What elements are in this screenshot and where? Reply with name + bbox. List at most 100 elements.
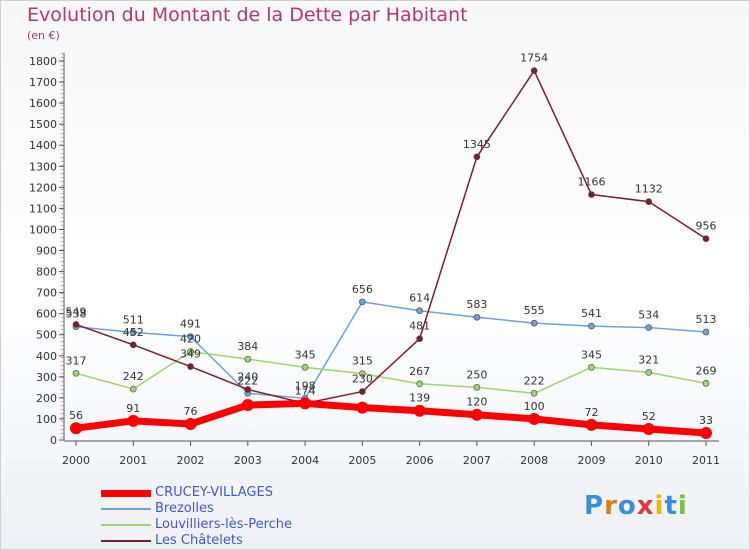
data-point bbox=[187, 348, 194, 355]
y-tick-label: 1400 bbox=[29, 139, 57, 152]
data-label: 349 bbox=[180, 348, 201, 361]
y-tick-label: 1600 bbox=[29, 97, 57, 110]
data-label: 91 bbox=[126, 402, 140, 415]
data-point bbox=[244, 386, 252, 393]
y-tick-label: 1700 bbox=[29, 76, 57, 89]
data-point bbox=[359, 370, 366, 377]
data-label: 481 bbox=[409, 320, 430, 333]
data-label: 315 bbox=[352, 355, 373, 368]
data-label: 452 bbox=[123, 326, 144, 339]
y-tick-label: 500 bbox=[36, 329, 57, 342]
data-label: 76 bbox=[184, 405, 198, 418]
data-label: 549 bbox=[66, 305, 87, 318]
data-point bbox=[585, 418, 598, 431]
data-label: 1166 bbox=[577, 175, 605, 188]
x-tick-label: 2006 bbox=[406, 454, 434, 467]
data-point bbox=[530, 319, 538, 327]
data-point bbox=[244, 355, 252, 363]
y-tick-label: 600 bbox=[36, 308, 57, 321]
data-point bbox=[645, 324, 653, 331]
data-label: 420 bbox=[180, 333, 201, 346]
data-label: 614 bbox=[409, 292, 430, 305]
data-label: 534 bbox=[638, 309, 659, 322]
data-label: 541 bbox=[581, 307, 602, 320]
data-point bbox=[70, 422, 82, 435]
data-point bbox=[530, 67, 538, 74]
data-label: 52 bbox=[642, 410, 656, 423]
legend-swatch bbox=[101, 524, 151, 526]
data-point bbox=[359, 388, 366, 395]
data-label: 656 bbox=[352, 283, 373, 296]
data-point bbox=[127, 414, 140, 427]
data-point bbox=[301, 364, 309, 371]
y-tick-label: 400 bbox=[36, 350, 57, 363]
data-point bbox=[642, 423, 655, 436]
series-lines bbox=[70, 67, 712, 440]
x-tick-label: 2007 bbox=[463, 454, 491, 467]
data-point bbox=[416, 307, 423, 315]
y-tick-label: 100 bbox=[36, 413, 57, 426]
data-point bbox=[129, 341, 137, 349]
data-point bbox=[473, 384, 481, 391]
data-labels: 56 91 76 139 120 100 72 52 33 538 511 491 222 198 656 6… bbox=[66, 52, 717, 427]
y-tick-label: 1500 bbox=[29, 118, 57, 131]
y-tick-label: 1000 bbox=[29, 223, 57, 236]
data-point bbox=[700, 427, 712, 440]
data-label: 242 bbox=[123, 370, 144, 383]
legend-label: CRUCEY-VILLAGES bbox=[155, 485, 273, 500]
data-point bbox=[473, 313, 481, 321]
legend-swatch bbox=[101, 489, 151, 497]
data-label: 230 bbox=[352, 373, 373, 386]
series-line bbox=[75, 69, 707, 405]
data-point bbox=[645, 198, 653, 205]
data-label: 1132 bbox=[635, 183, 663, 196]
legend-swatch bbox=[101, 508, 151, 510]
data-point bbox=[588, 364, 595, 371]
data-point bbox=[129, 329, 137, 336]
series-line bbox=[75, 350, 707, 395]
data-point bbox=[416, 335, 423, 343]
data-label: 555 bbox=[524, 304, 545, 317]
data-point bbox=[72, 369, 80, 377]
data-label: 267 bbox=[409, 365, 430, 378]
x-tick-label: 2000 bbox=[62, 454, 90, 467]
series-line bbox=[75, 301, 707, 400]
x-tick-label: 2001 bbox=[119, 454, 147, 467]
data-label: 120 bbox=[466, 396, 487, 409]
data-label: 1754 bbox=[520, 52, 548, 65]
data-point bbox=[702, 328, 710, 336]
data-label: 174 bbox=[295, 384, 316, 397]
data-label: 491 bbox=[180, 318, 201, 331]
y-tick-label: 300 bbox=[36, 371, 57, 384]
data-label: 538 bbox=[66, 308, 87, 321]
chart-title: Evolution du Montant de la Dette par Hab… bbox=[27, 4, 468, 26]
data-label: 345 bbox=[295, 348, 316, 361]
data-label: 198 bbox=[295, 379, 316, 392]
data-label: 100 bbox=[524, 400, 545, 413]
data-point bbox=[241, 399, 254, 412]
x-tick-label: 2008 bbox=[520, 454, 548, 467]
data-label: 269 bbox=[696, 364, 717, 377]
data-point bbox=[530, 389, 538, 397]
data-point bbox=[702, 235, 710, 243]
x-tick-label: 2009 bbox=[577, 454, 605, 467]
data-point bbox=[299, 397, 312, 410]
y-tick-label: 900 bbox=[36, 245, 57, 258]
data-label: 956 bbox=[696, 220, 717, 233]
data-label: 511 bbox=[123, 313, 144, 326]
data-point bbox=[129, 385, 137, 393]
data-point bbox=[645, 369, 653, 376]
x-tick-label: 2002 bbox=[177, 454, 205, 467]
data-point bbox=[184, 417, 197, 430]
data-point bbox=[528, 412, 541, 425]
y-tick-label: 1300 bbox=[29, 160, 57, 173]
data-point bbox=[187, 333, 194, 340]
data-point bbox=[470, 408, 483, 421]
x-tick-label: 2003 bbox=[234, 454, 262, 467]
data-label: 222 bbox=[237, 374, 258, 387]
legend-label: Brezolles bbox=[155, 501, 214, 516]
y-tick-label: 1100 bbox=[29, 202, 57, 215]
x-tick-label: 2010 bbox=[635, 454, 663, 467]
data-point bbox=[187, 363, 194, 370]
data-label: 56 bbox=[69, 409, 83, 422]
